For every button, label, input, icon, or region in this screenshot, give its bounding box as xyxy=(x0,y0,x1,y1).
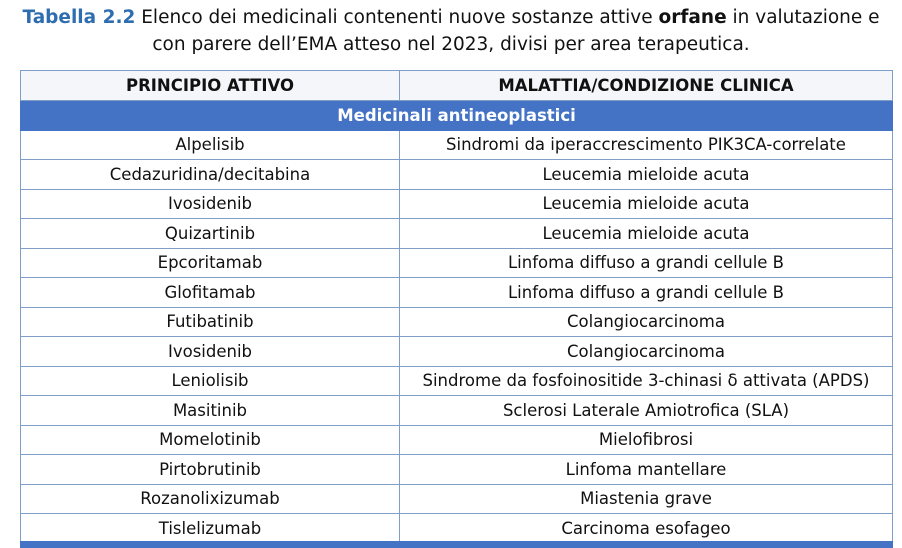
table-row: Rozanolixizumab Miastenia grave xyxy=(20,483,893,514)
caption-text: Elenco dei medicinali contenenti nuove s… xyxy=(141,7,653,28)
condition: Sindromi da iperaccrescimento PIK3CA-cor… xyxy=(399,129,893,160)
active-substance: Glofitamab xyxy=(20,277,400,308)
header-row: PRINCIPIO ATTIVO MALATTIA/CONDIZIONE CLI… xyxy=(20,70,893,101)
active-substance: Leniolisib xyxy=(20,365,400,396)
caption-text: in valutazione e con parere dell’EMA att… xyxy=(152,7,880,55)
section-bar xyxy=(20,541,893,548)
active-substance: Epcoritamab xyxy=(20,247,400,278)
table-row: Momelotinib Mielofibrosi xyxy=(20,424,893,455)
table-row: Cedazuridina/decitabina Leucemia mieloide… xyxy=(20,159,893,190)
caption-label: Tabella 2.2 xyxy=(22,7,136,28)
table-row: Futibatinib Colangiocarcinoma xyxy=(20,306,893,337)
condition: Sindrome da fosfoinositide 3-chinasi δ a… xyxy=(399,365,893,396)
caption-emphasis: orfane xyxy=(658,7,727,28)
section-row: Medicinali antineoplastici xyxy=(20,100,893,131)
header-cell: MALATTIA/CONDIZIONE CLINICA xyxy=(399,70,893,101)
condition: Leucemia mieloide acuta xyxy=(399,159,893,190)
header-cell: PRINCIPIO ATTIVO xyxy=(20,70,400,101)
active-substance: Ivosidenib xyxy=(20,188,400,219)
table-row: Quizartinib Leucemia mieloide acuta xyxy=(20,218,893,249)
condition: Leucemia mieloide acuta xyxy=(399,218,893,249)
condition: Linfoma mantellare xyxy=(399,454,893,485)
active-substance: Cedazuridina/decitabina xyxy=(20,159,400,190)
table-row: Masitinib Sclerosi Laterale Amiotrofica (… xyxy=(20,395,893,426)
section-cell: Medicinali antineoplastici xyxy=(20,100,893,131)
condition: Sclerosi Laterale Amiotrofica (SLA) xyxy=(399,395,893,426)
active-substance: Masitinib xyxy=(20,395,400,426)
table-row: Pirtobrutinib Linfoma mantellare xyxy=(20,454,893,485)
active-substance: Pirtobrutinib xyxy=(20,454,400,485)
condition: Leucemia mieloide acuta xyxy=(399,188,893,219)
caption: Tabella 2.2 Elenco dei medicinali conten… xyxy=(10,4,892,58)
condition: Linfoma diffuso a grandi cellule B xyxy=(399,247,893,278)
condition: Colangiocarcinoma xyxy=(399,336,893,367)
active-substance: Ivosidenib xyxy=(20,336,400,367)
table: PRINCIPIO ATTIVO MALATTIA/CONDIZIONE CLI… xyxy=(20,70,893,544)
table-row: Ivosidenib Colangiocarcinoma xyxy=(20,336,893,367)
table-row: Alpelisib Sindromi da iperaccrescimento P… xyxy=(20,129,893,160)
table-row: Tislelizumab Carcinoma esofageo xyxy=(20,513,893,544)
active-substance: Alpelisib xyxy=(20,129,400,160)
active-substance: Momelotinib xyxy=(20,424,400,455)
table-row: Ivosidenib Leucemia mieloide acuta xyxy=(20,188,893,219)
table-row: Epcoritamab Linfoma diffuso a grandi cell… xyxy=(20,247,893,278)
condition: Colangiocarcinoma xyxy=(399,306,893,337)
active-substance: Tislelizumab xyxy=(20,513,400,544)
table-row: Leniolisib Sindrome da fosfoinositide 3-c… xyxy=(20,365,893,396)
condition: Miastenia grave xyxy=(399,483,893,514)
table-row: Glofitamab Linfoma diffuso a grandi cellu… xyxy=(20,277,893,308)
active-substance: Rozanolixizumab xyxy=(20,483,400,514)
condition: Mielofibrosi xyxy=(399,424,893,455)
condition: Carcinoma esofageo xyxy=(399,513,893,544)
active-substance: Quizartinib xyxy=(20,218,400,249)
condition: Linfoma diffuso a grandi cellule B xyxy=(399,277,893,308)
active-substance: Futibatinib xyxy=(20,306,400,337)
